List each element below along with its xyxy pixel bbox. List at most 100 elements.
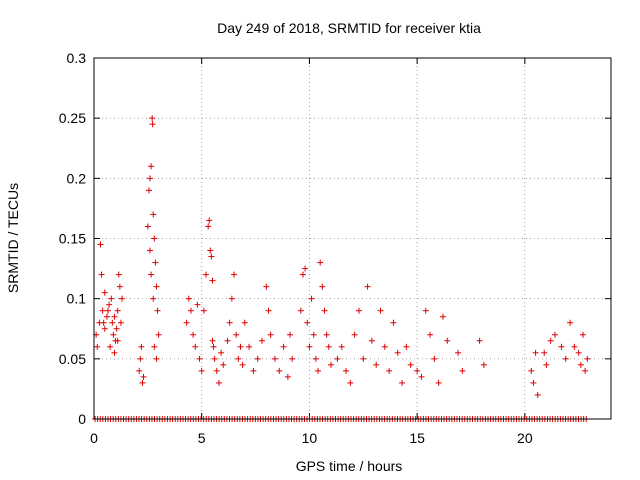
data-point — [226, 319, 233, 326]
data-point — [347, 379, 354, 386]
data-point — [259, 337, 266, 344]
data-point — [183, 319, 190, 326]
data-point — [192, 343, 199, 350]
data-point — [532, 349, 539, 356]
data-point — [144, 223, 151, 230]
data-point — [147, 175, 154, 182]
data-point — [338, 343, 345, 350]
data-point — [323, 331, 330, 338]
ticks: 0 0.05 0.1 0.15 0.2 0.25 0.3 0 5 10 15 20 — [59, 50, 611, 446]
x-tick-label: 20 — [517, 430, 533, 446]
data-point — [99, 307, 106, 314]
data-point — [235, 355, 242, 362]
x-tick-label: 0 — [90, 430, 98, 446]
data-point — [107, 343, 114, 350]
data-point — [534, 391, 541, 398]
data-point — [213, 367, 220, 374]
data-point — [150, 211, 157, 218]
data-point — [98, 271, 105, 278]
data-point — [206, 217, 213, 224]
data-point — [289, 355, 296, 362]
data-point — [435, 379, 442, 386]
data-point — [153, 283, 160, 290]
data-point — [414, 367, 421, 374]
data-point — [541, 349, 548, 356]
data-point — [254, 355, 261, 362]
grid — [94, 58, 611, 419]
data-point — [444, 337, 451, 344]
data-point — [355, 307, 362, 314]
data-point — [267, 331, 274, 338]
data-point — [190, 331, 197, 338]
y-tick-label: 0.15 — [59, 231, 86, 247]
data-point — [427, 331, 434, 338]
plot-frame — [93, 57, 612, 420]
data-point — [139, 379, 146, 386]
data-point — [115, 271, 122, 278]
data-point — [105, 307, 112, 314]
data-point — [476, 337, 483, 344]
data-point — [215, 379, 222, 386]
y-tick-label: 0.3 — [67, 50, 87, 66]
data-point — [194, 301, 201, 308]
data-point — [310, 331, 317, 338]
data-point — [198, 367, 205, 374]
data-point — [299, 271, 306, 278]
data-point — [152, 259, 159, 266]
data-point — [297, 307, 304, 314]
data-point — [101, 289, 108, 296]
data-point — [148, 271, 155, 278]
data-point — [308, 295, 315, 302]
data-point — [106, 301, 113, 308]
data-point — [100, 319, 107, 326]
data-point — [114, 337, 121, 344]
data-point — [575, 349, 582, 356]
data-point — [207, 247, 214, 254]
x-tick-label: 5 — [198, 430, 206, 446]
data-point — [148, 163, 155, 170]
data-point — [228, 295, 235, 302]
data-point — [208, 253, 215, 260]
data-point — [185, 295, 192, 302]
data-points — [93, 115, 591, 398]
data-point — [97, 241, 104, 248]
data-point — [407, 361, 414, 368]
data-point — [205, 223, 212, 230]
data-point — [136, 367, 143, 374]
data-point — [241, 319, 248, 326]
data-point — [567, 319, 574, 326]
data-point — [312, 355, 319, 362]
data-point — [103, 313, 110, 320]
data-point — [137, 355, 144, 362]
data-point — [239, 361, 246, 368]
data-point — [119, 295, 126, 302]
x-axis-label: GPS time / hours — [296, 458, 403, 474]
data-point — [196, 355, 203, 362]
data-point — [200, 307, 207, 314]
data-point — [584, 355, 591, 362]
data-point — [551, 331, 558, 338]
data-point — [386, 367, 393, 374]
data-point — [284, 373, 291, 380]
data-point — [351, 331, 358, 338]
data-point — [203, 271, 210, 278]
data-point — [287, 331, 294, 338]
data-point — [94, 343, 101, 350]
data-point — [422, 307, 429, 314]
data-point — [211, 355, 218, 362]
data-point — [246, 343, 253, 350]
data-point — [153, 355, 160, 362]
chart-title: Day 249 of 2018, SRMTID for receiver kti… — [217, 20, 481, 36]
data-point — [233, 331, 240, 338]
data-point — [571, 343, 578, 350]
data-point — [579, 331, 586, 338]
data-point — [315, 367, 322, 374]
data-point — [394, 349, 401, 356]
x-tick-label: 10 — [302, 430, 318, 446]
data-point — [155, 331, 162, 338]
data-point — [271, 355, 278, 362]
data-point — [149, 121, 156, 128]
data-point — [116, 283, 123, 290]
data-point — [582, 367, 589, 374]
